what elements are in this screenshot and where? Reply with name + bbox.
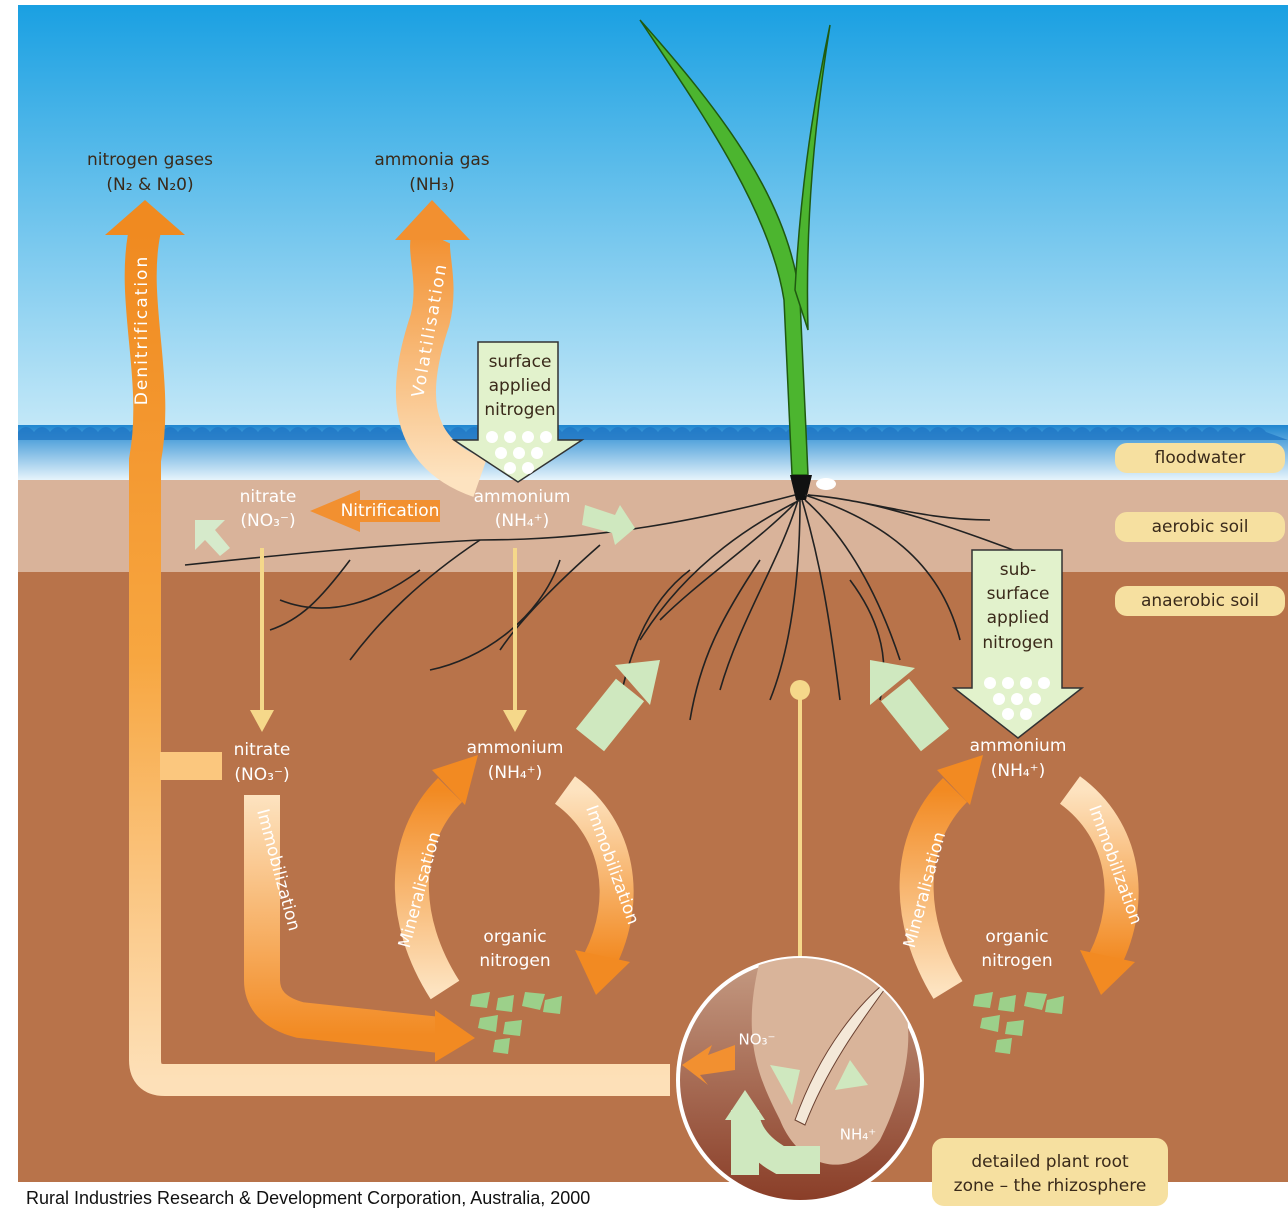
compound-label: NO₃⁻: [739, 1031, 776, 1049]
layer-label: anaerobic soil: [1141, 591, 1259, 611]
surface-nitrogen-arrow: surface applied nitrogen: [451, 341, 585, 483]
compound-label: organic: [483, 927, 546, 947]
compound-label: (NH₄⁺): [991, 761, 1046, 781]
layer-label: aerobic soil: [1152, 517, 1249, 537]
aerobic-zone: Nitrification nitrate (NO₃⁻) ammonium (N…: [195, 487, 635, 732]
plant: [184, 19, 1041, 960]
compound-label: (NO₃⁻): [234, 765, 289, 785]
input-label: applied: [489, 376, 552, 396]
compound-label: nitrate: [234, 740, 291, 760]
input-label: nitrogen: [484, 400, 555, 420]
process-label: Nitrification: [341, 501, 440, 521]
compound-label: NH₄⁺: [840, 1126, 876, 1144]
caption-text: zone – the rhizosphere: [954, 1176, 1147, 1196]
background: [18, 5, 1288, 1182]
input-label: nitrogen: [982, 633, 1053, 653]
input-label: sub-: [1000, 560, 1037, 580]
volatilisation-arrow: Volatilisation: [395, 200, 488, 497]
compound-label: (NO₃⁻): [240, 511, 295, 531]
input-label: surface: [489, 352, 552, 372]
citation: Rural Industries Research & Development …: [26, 1188, 590, 1208]
gas-label: (NH₃): [409, 175, 455, 195]
process-label: Denitrification: [132, 255, 152, 405]
right-cycle: sub- surface applied nitrogen ammonium (…: [870, 549, 1146, 1054]
compound-label: (NH₄⁺): [495, 511, 550, 531]
layer-label: floodwater: [1155, 448, 1246, 468]
gas-label: ammonia gas: [374, 150, 489, 170]
compound-label: ammonium: [970, 736, 1067, 756]
gas-label: (N₂ & N₂0): [106, 175, 193, 195]
gas-label: nitrogen gases: [87, 150, 213, 170]
rhizosphere: NO₃⁻ NH₄⁺: [676, 956, 924, 1204]
compound-label: ammonium: [467, 738, 564, 758]
compound-label: nitrate: [240, 487, 297, 507]
compound-label: (NH₄⁺): [488, 763, 543, 783]
atmosphere-labels: nitrogen gases (N₂ & N₂0) ammonia gas (N…: [87, 150, 490, 195]
compound-label: nitrogen: [479, 951, 550, 971]
compound-label: organic: [985, 927, 1048, 947]
caption-text: detailed plant root: [971, 1152, 1129, 1172]
center-cycle: nitrate (NO₃⁻) Immobilization ammonium (…: [234, 660, 660, 1062]
pill: [1115, 512, 1285, 542]
input-label: applied: [987, 608, 1050, 628]
pill: [1115, 586, 1285, 616]
compound-label: ammonium: [474, 487, 571, 507]
input-label: surface: [987, 584, 1050, 604]
compound-label: nitrogen: [981, 951, 1052, 971]
pill: [1115, 443, 1285, 473]
caption: detailed plant root zone – the rhizosphe…: [932, 1138, 1168, 1206]
layer-labels: floodwater aerobic soil anaerobic soil: [1115, 443, 1285, 616]
denitrification-arrow: Denitrification: [105, 200, 670, 1096]
